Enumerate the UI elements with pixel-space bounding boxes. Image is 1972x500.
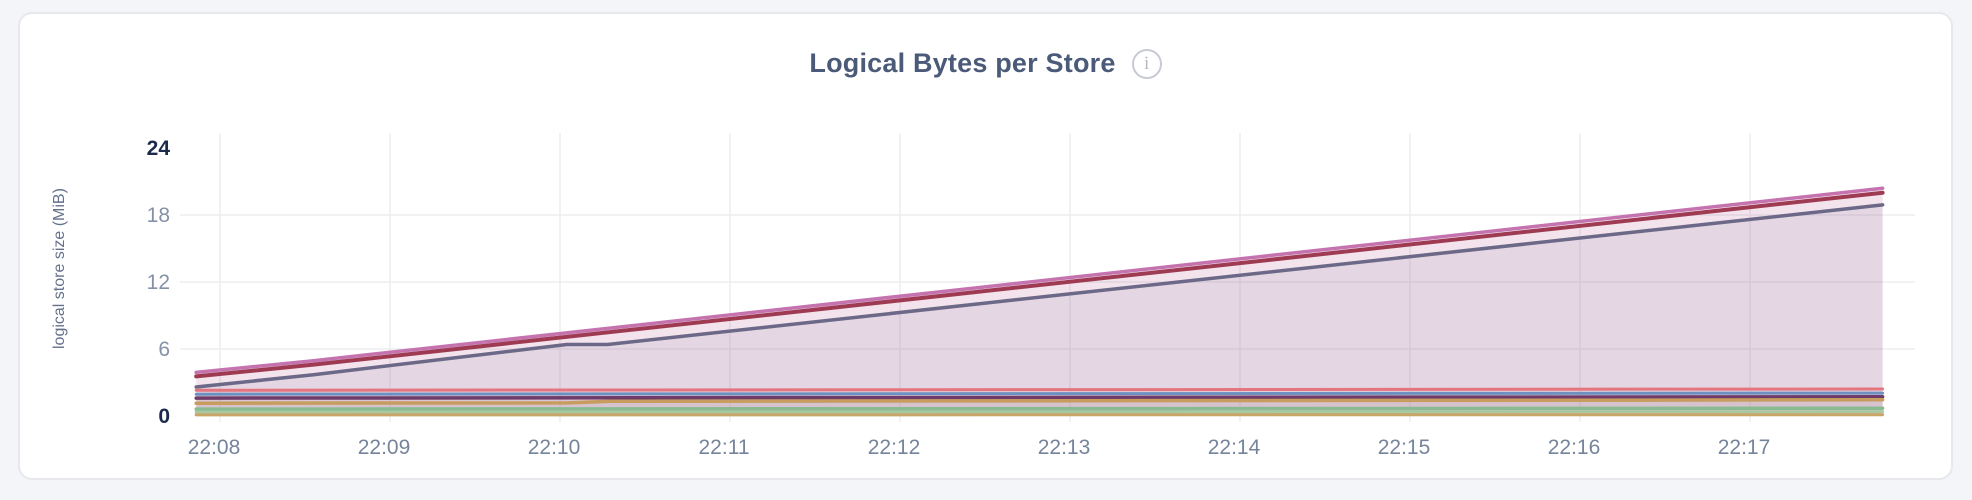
series-area-store-3 bbox=[196, 204, 1883, 416]
y-tick-label: 6 bbox=[158, 338, 170, 361]
x-tick-label: 22:14 bbox=[1208, 436, 1261, 459]
series-line-store-7[interactable] bbox=[194, 398, 1885, 405]
x-tick-label: 22:10 bbox=[528, 436, 581, 459]
series-line-store-4[interactable] bbox=[194, 387, 1885, 392]
x-tick-label: 22:16 bbox=[1548, 436, 1601, 459]
x-tick-label: 22:11 bbox=[699, 436, 750, 459]
x-tick-label: 22:17 bbox=[1718, 436, 1771, 459]
y-tick-label: 12 bbox=[147, 271, 170, 294]
series-line-store-8[interactable] bbox=[194, 406, 1885, 411]
series-line-store-6[interactable] bbox=[194, 395, 1885, 400]
y-tick-label: 24 bbox=[147, 137, 171, 160]
chart-card: Logical Bytes per Store i logical store … bbox=[18, 12, 1953, 480]
x-tick-label: 22:15 bbox=[1378, 436, 1431, 459]
series-line-store-1[interactable] bbox=[194, 186, 1885, 375]
x-tick-label: 22:09 bbox=[358, 436, 411, 459]
series-area-store-2 bbox=[196, 192, 1883, 416]
info-icon[interactable]: i bbox=[1131, 48, 1162, 79]
y-tick-label: 0 bbox=[158, 405, 170, 428]
line-chart-svg[interactable]: 24 18 12 6 0 22:08 22:09 22:10 22:11 22:12 22:13 22… bbox=[62, 97, 1942, 472]
x-tick-label: 22:08 bbox=[188, 436, 241, 459]
chart-area: logical store size (MiB) 24 18 12 6 0 22:08 22… bbox=[20, 14, 1951, 478]
series-line-store-5[interactable] bbox=[194, 391, 1885, 396]
x-tick-label: 22:12 bbox=[868, 436, 921, 459]
series-line-store-2[interactable] bbox=[194, 190, 1885, 379]
series-area-store-1 bbox=[196, 188, 1883, 416]
y-tick-label: 18 bbox=[147, 204, 170, 227]
series-line-store-3[interactable] bbox=[194, 203, 1885, 389]
chart-title: Logical Bytes per Store bbox=[809, 48, 1116, 78]
chart-header: Logical Bytes per Store i bbox=[20, 48, 1951, 79]
series-line-store-9[interactable] bbox=[194, 410, 1885, 414]
x-tick-label: 22:13 bbox=[1038, 436, 1091, 459]
